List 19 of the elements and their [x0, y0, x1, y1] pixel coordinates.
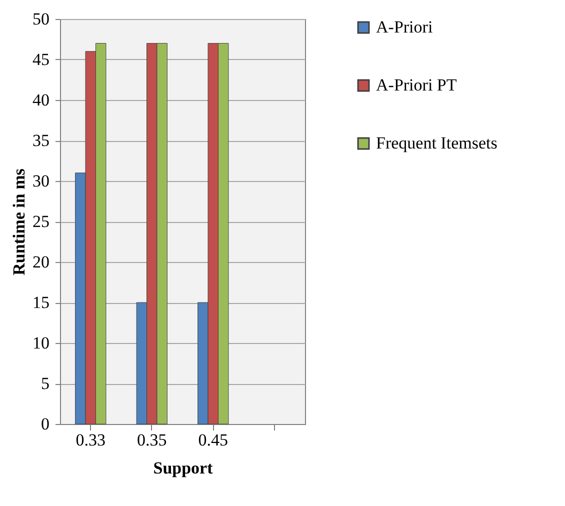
y-tick-label: 10 — [32, 334, 50, 352]
y-tick-label: 20 — [32, 252, 50, 272]
x-tick-label: 0.35 — [137, 430, 167, 450]
y-tick-label: 15 — [32, 293, 50, 312]
y-tick-label: 25 — [32, 212, 50, 231]
legend-label: A-Priori — [376, 18, 433, 36]
y-tick-label: 50 — [32, 10, 50, 28]
y-tick-label: 40 — [32, 90, 50, 110]
legend-label: A-Priori PT — [376, 76, 458, 94]
y-tick-label: 45 — [32, 50, 50, 69]
y-tick-label: 0 — [41, 414, 50, 434]
y-tick-label: 35 — [32, 131, 50, 150]
x-tick-label: 0.33 — [76, 430, 106, 450]
legend-label: Frequent Itemsets — [376, 134, 498, 152]
y-tick-label: 5 — [41, 374, 50, 393]
x-tick-label: 0.45 — [198, 430, 228, 450]
x-axis-title: Support — [153, 458, 214, 478]
y-tick-label: 30 — [32, 172, 50, 190]
y-axis-title: Runtime in ms — [10, 168, 28, 276]
